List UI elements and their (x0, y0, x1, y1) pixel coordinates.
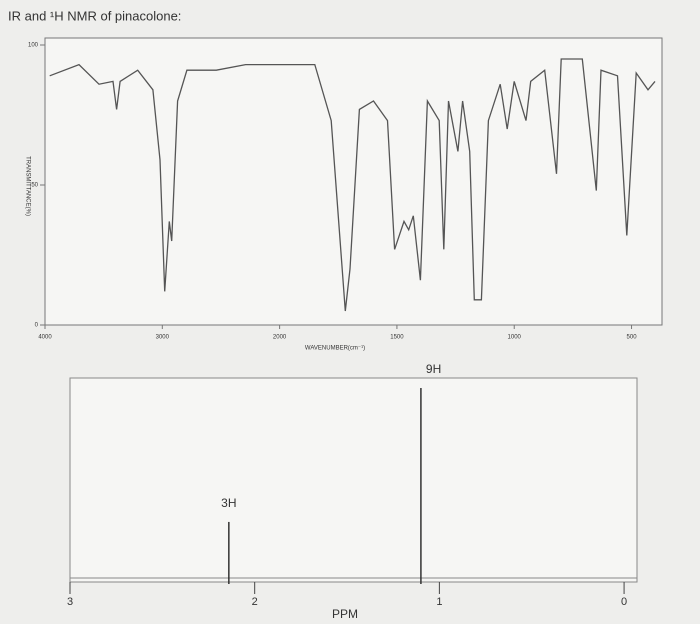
x-tick-label: 500 (627, 335, 638, 341)
x-tick-label: 3 (67, 596, 73, 608)
peak-label: 3H (221, 496, 236, 510)
peak-label: 9H (426, 362, 441, 376)
y-tick-label: 0 (35, 323, 39, 329)
x-tick-label: 1500 (390, 335, 404, 341)
y-tick-label: 50 (31, 183, 38, 189)
nmr-x-label: PPM (332, 607, 358, 621)
page-title: IR and ¹H NMR of pinacolone: (8, 8, 181, 23)
ir-frame (44, 37, 663, 326)
nmr-frame (69, 377, 638, 583)
ir-y-label: TRANSMITTANCE(%) (24, 156, 30, 216)
x-tick-label: 2000 (273, 335, 287, 341)
x-tick-label: 2 (252, 596, 258, 608)
x-tick-label: 0 (621, 596, 627, 608)
ir-x-label: WAVENUMBER(cm⁻¹) (305, 346, 365, 352)
x-tick-label: 3000 (156, 335, 170, 341)
x-tick-label: 1 (436, 596, 442, 608)
y-tick-label: 100 (28, 43, 39, 49)
x-tick-label: 1000 (508, 335, 522, 341)
ir-trace (49, 58, 656, 312)
x-tick-label: 4000 (38, 335, 52, 341)
